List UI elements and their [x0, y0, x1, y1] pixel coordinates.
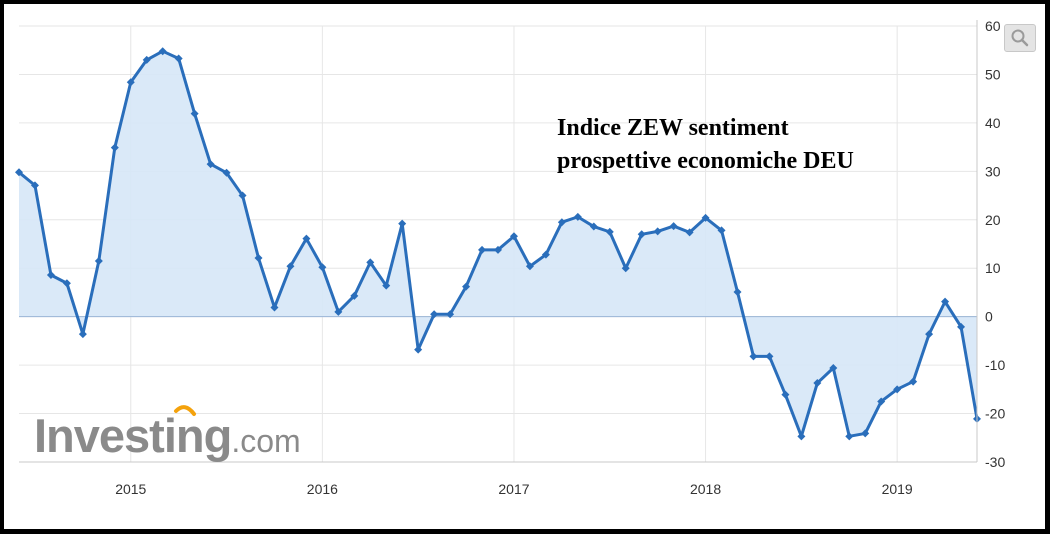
data-point: [302, 234, 311, 243]
chart-title-line-2: prospettive economiche DEU: [557, 148, 854, 174]
data-point: [78, 330, 87, 339]
data-point: [765, 352, 774, 361]
svg-text:Investing.com: Investing.com: [34, 409, 301, 462]
x-tick-label: 2018: [690, 481, 721, 497]
data-point: [589, 222, 598, 231]
data-point: [398, 219, 407, 228]
data-point: [845, 432, 854, 441]
data-point: [669, 222, 678, 231]
data-point: [909, 377, 918, 386]
y-tick-label: 50: [985, 66, 1001, 82]
data-point: [685, 228, 694, 237]
x-tick-label: 2016: [307, 481, 338, 497]
data-point: [861, 429, 870, 438]
x-tick-labels: 2015 2016 2017 2018 2019: [115, 481, 913, 497]
data-point: [749, 352, 758, 361]
y-tick-label: -30: [985, 454, 1005, 470]
data-point: [254, 254, 263, 263]
data-point: [573, 212, 582, 221]
data-point: [414, 345, 423, 354]
data-point: [30, 181, 39, 190]
data-point: [142, 55, 151, 64]
y-tick-label: 0: [985, 309, 993, 325]
data-point: [318, 263, 327, 272]
data-point: [94, 256, 103, 265]
data-point: [478, 245, 487, 254]
data-point: [877, 397, 886, 406]
data-point: [797, 432, 806, 441]
y-tick-label: 10: [985, 260, 1001, 276]
data-point: [350, 291, 359, 300]
y-tick-label: 30: [985, 163, 1001, 179]
y-tick-label: -20: [985, 406, 1005, 422]
data-point: [382, 281, 391, 290]
data-points: [15, 47, 981, 441]
x-tick-label: 2015: [115, 481, 146, 497]
data-point: [781, 390, 790, 399]
data-point: [62, 279, 71, 288]
data-point: [717, 226, 726, 235]
data-point: [206, 160, 215, 169]
logo-wordmark: Investing: [34, 409, 231, 462]
data-point: [605, 227, 614, 236]
data-point: [462, 282, 471, 291]
data-point: [190, 109, 199, 118]
data-point: [15, 168, 23, 177]
chart-title-line-1: Indice ZEW sentiment: [557, 115, 789, 141]
data-point: [557, 218, 566, 227]
data-point: [366, 258, 375, 267]
data-point: [925, 330, 934, 339]
data-point: [957, 322, 966, 331]
data-point: [701, 213, 710, 222]
logo-suffix: .com: [231, 423, 300, 459]
zoom-button[interactable]: [1004, 24, 1036, 52]
y-tick-label: 60: [985, 18, 1001, 34]
data-point: [110, 143, 119, 152]
investing-logo: Investing.com: [34, 405, 301, 462]
data-point: [446, 310, 455, 319]
x-tick-label: 2019: [882, 481, 913, 497]
data-point: [158, 47, 167, 56]
data-point: [509, 232, 518, 241]
data-point: [222, 168, 231, 177]
data-point: [541, 250, 550, 259]
data-point: [334, 307, 343, 316]
y-tick-label: 40: [985, 115, 1001, 131]
data-point: [829, 364, 838, 373]
data-point: [621, 264, 630, 273]
data-point: [286, 262, 295, 271]
data-point: [941, 297, 950, 306]
data-point: [733, 287, 742, 296]
x-tick-label: 2017: [498, 481, 529, 497]
y-tick-label: -10: [985, 357, 1005, 373]
data-point: [494, 245, 502, 254]
data-point: [813, 379, 822, 388]
data-point: [238, 191, 247, 200]
data-point: [637, 230, 646, 239]
data-point: [525, 262, 534, 271]
magnifier-icon: [1011, 29, 1029, 47]
data-point: [174, 54, 183, 63]
series-area: [19, 51, 977, 437]
chart-frame: 60 50 40 30 20 10 0 -10 -20 -30 2015 2016 2017 2018 2…: [4, 4, 1045, 529]
y-tick-label: 20: [985, 212, 1001, 228]
logo-accent-mark: [174, 405, 196, 416]
data-point: [270, 303, 279, 312]
data-point: [653, 227, 662, 236]
y-tick-labels: 60 50 40 30 20 10 0 -10 -20 -30: [985, 18, 1005, 470]
data-point: [430, 310, 439, 319]
data-point: [893, 385, 902, 394]
data-point: [46, 271, 55, 280]
